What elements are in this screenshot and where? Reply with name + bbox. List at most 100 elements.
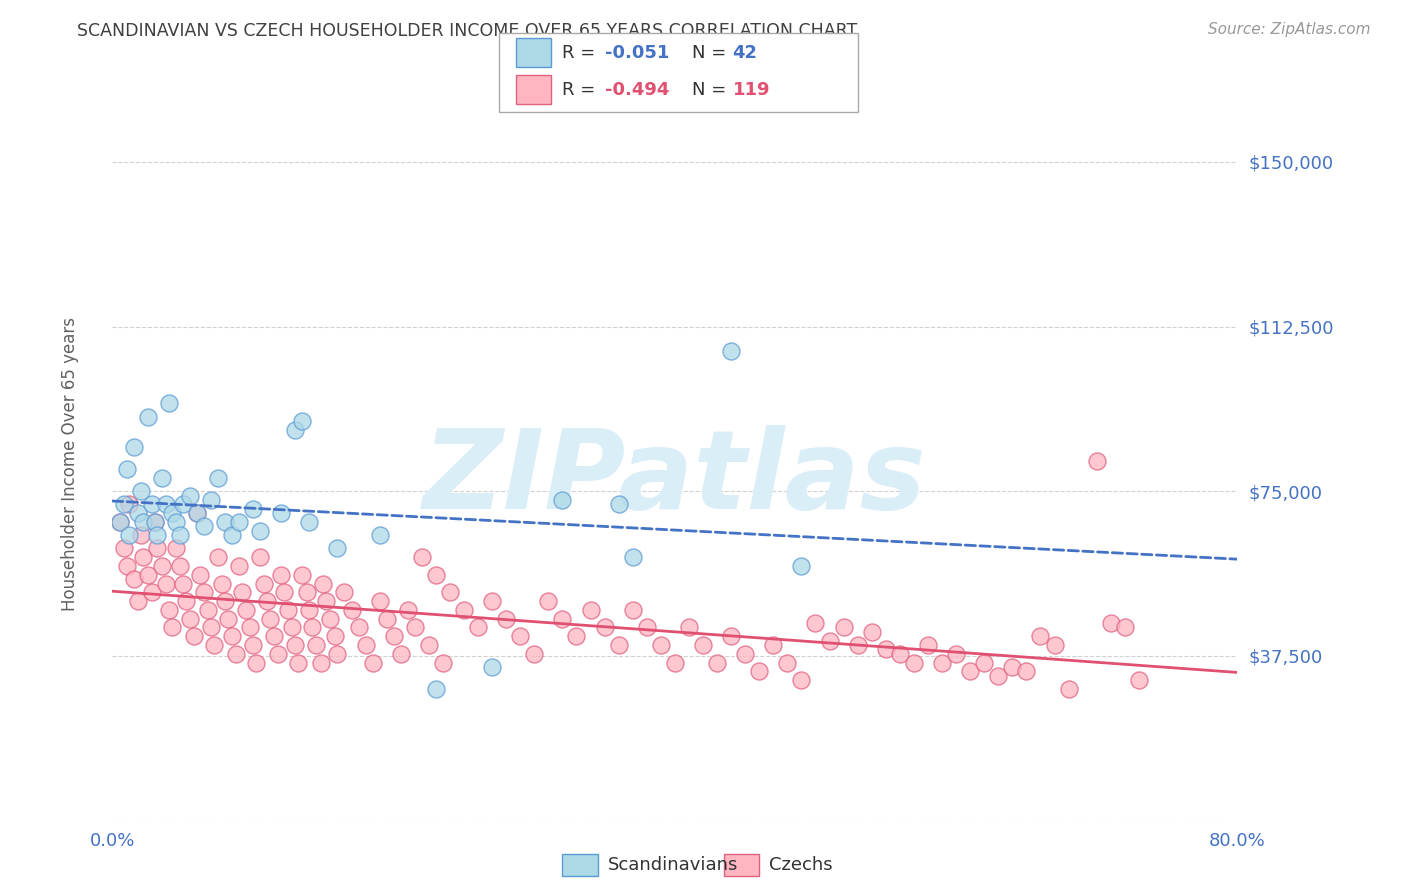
Point: [404, 620, 426, 634]
Point: [146, 541, 169, 556]
Point: [621, 550, 644, 565]
Point: [122, 572, 145, 586]
Point: [249, 524, 271, 538]
Point: [607, 638, 630, 652]
Point: [228, 515, 250, 529]
Point: [287, 656, 309, 670]
Point: [143, 515, 166, 529]
Point: [193, 585, 215, 599]
Point: [1085, 453, 1108, 467]
Point: [132, 515, 155, 529]
Point: [172, 498, 194, 512]
Point: [340, 603, 363, 617]
Point: [165, 541, 187, 556]
Point: [217, 612, 239, 626]
Point: [692, 638, 714, 652]
Point: [593, 620, 616, 634]
Point: [169, 558, 191, 573]
Point: [284, 423, 307, 437]
Point: [259, 612, 281, 626]
Point: [537, 594, 560, 608]
Point: [267, 647, 290, 661]
Point: [295, 585, 318, 599]
Point: [298, 515, 321, 529]
Point: [146, 528, 169, 542]
Point: [270, 567, 292, 582]
Point: [973, 656, 995, 670]
Point: [143, 515, 166, 529]
Point: [188, 567, 211, 582]
Text: -0.051: -0.051: [605, 44, 669, 62]
Point: [903, 656, 925, 670]
Point: [987, 669, 1010, 683]
Point: [127, 594, 149, 608]
Point: [221, 629, 243, 643]
Point: [157, 396, 180, 410]
Point: [239, 620, 262, 634]
Point: [706, 656, 728, 670]
Point: [141, 498, 163, 512]
Point: [298, 603, 321, 617]
Point: [425, 681, 447, 696]
Point: [160, 506, 183, 520]
Point: [179, 612, 201, 626]
Point: [118, 528, 141, 542]
Point: [509, 629, 531, 643]
Point: [214, 515, 236, 529]
Point: [108, 515, 131, 529]
Point: [495, 612, 517, 626]
Point: [186, 506, 208, 520]
Point: [202, 638, 225, 652]
Point: [263, 629, 285, 643]
Point: [228, 558, 250, 573]
Point: [481, 660, 503, 674]
Point: [305, 638, 328, 652]
Point: [748, 665, 770, 679]
Point: [249, 550, 271, 565]
Point: [291, 567, 314, 582]
Point: [790, 558, 813, 573]
Point: [214, 594, 236, 608]
Point: [284, 638, 307, 652]
Point: [193, 519, 215, 533]
Point: [481, 594, 503, 608]
Point: [1128, 673, 1150, 687]
Point: [112, 498, 135, 512]
Point: [846, 638, 869, 652]
Point: [832, 620, 855, 634]
Point: [315, 594, 337, 608]
Point: [118, 498, 141, 512]
Point: [150, 558, 173, 573]
Point: [959, 665, 981, 679]
Point: [425, 567, 447, 582]
Point: [326, 647, 349, 661]
Point: [1099, 615, 1122, 630]
Point: [389, 647, 412, 661]
Point: [678, 620, 700, 634]
Text: Scandinavians: Scandinavians: [607, 856, 738, 874]
Point: [273, 585, 295, 599]
Point: [270, 506, 292, 520]
Point: [734, 647, 756, 661]
Text: Householder Income Over 65 years: Householder Income Over 65 years: [60, 317, 79, 611]
Point: [523, 647, 546, 661]
Point: [172, 576, 194, 591]
Point: [818, 633, 841, 648]
Point: [197, 603, 219, 617]
Point: [945, 647, 967, 661]
Point: [211, 576, 233, 591]
Point: [136, 409, 159, 424]
Point: [551, 493, 574, 508]
Point: [382, 629, 405, 643]
Point: [225, 647, 247, 661]
Point: [277, 603, 299, 617]
Point: [875, 642, 897, 657]
Point: [242, 501, 264, 516]
Point: [565, 629, 588, 643]
Point: [375, 612, 398, 626]
Point: [551, 612, 574, 626]
Point: [200, 493, 222, 508]
Point: [333, 585, 356, 599]
Point: [664, 656, 686, 670]
Point: [132, 550, 155, 565]
